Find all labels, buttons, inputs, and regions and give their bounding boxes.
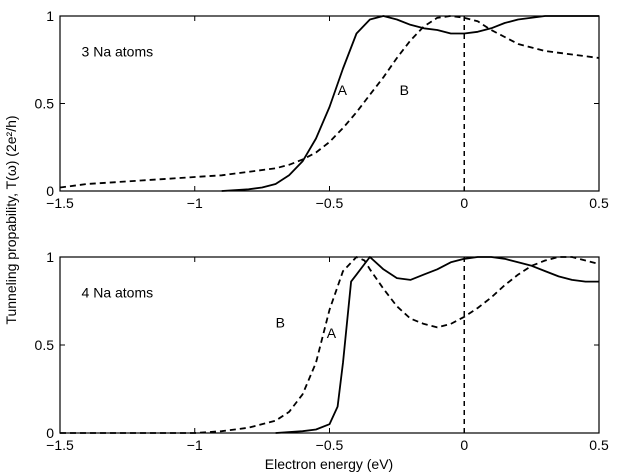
top-series-a-line <box>221 15 599 192</box>
top-y-tick-label: 0 <box>46 183 54 199</box>
top-annotation: B <box>400 82 409 98</box>
top-x-tick-label: 0.5 <box>589 195 609 211</box>
bottom-x-tick-label: 0 <box>460 437 468 453</box>
top-panel: −1.5 −1 −0.5 0 0.5 0 0.5 1 3 Na atoms A B <box>35 8 609 211</box>
top-axes-frame <box>59 15 600 192</box>
top-y-tick-label: 0.5 <box>35 96 55 112</box>
bottom-annotation: B <box>276 314 285 330</box>
bottom-series-b-line <box>60 256 600 434</box>
bottom-axes-frame <box>59 256 600 434</box>
top-series-b-line <box>59 15 600 189</box>
bottom-x-tick-label: −1.5 <box>46 437 74 453</box>
top-y-tick-label: 1 <box>46 8 54 24</box>
top-annotation: 3 Na atoms <box>82 43 154 59</box>
top-x-tick-label: 0 <box>460 195 468 211</box>
y-axis-label: Tunneling propability, T(ω) (2e²/h) <box>3 115 19 324</box>
bottom-y-tick-label: 1 <box>46 249 54 265</box>
bottom-x-tick-label: 0.5 <box>589 437 609 453</box>
bottom-x-tick-label: −0.5 <box>316 437 344 453</box>
top-x-tick-label: −1.5 <box>46 195 74 211</box>
bottom-annotation: A <box>327 325 337 341</box>
bottom-panel: −1.5 −1 −0.5 0 0.5 0 0.5 1 4 Na atoms B A <box>35 249 609 453</box>
top-x-tick-label: −1 <box>187 195 203 211</box>
bottom-series-a-line <box>275 256 599 434</box>
bottom-annotation: 4 Na atoms <box>82 284 154 300</box>
bottom-x-tick-label: −1 <box>187 437 203 453</box>
bottom-y-tick-label: 0.5 <box>35 337 55 353</box>
bottom-y-tick-label: 0 <box>46 425 54 441</box>
top-x-tick-label: −0.5 <box>316 195 344 211</box>
x-axis-label: Electron energy (eV) <box>265 456 393 472</box>
top-annotation: A <box>338 82 348 98</box>
